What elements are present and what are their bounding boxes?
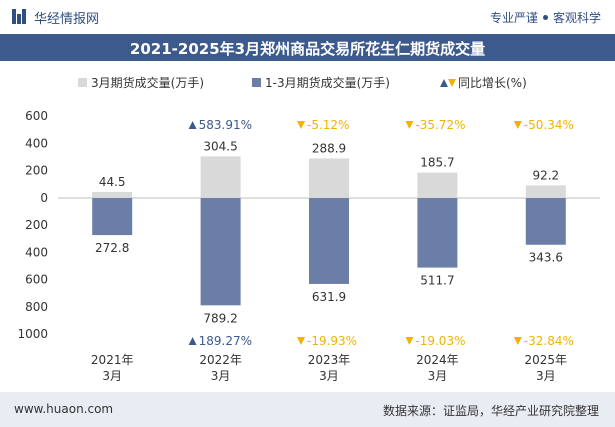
x-tick-label-year: 2024年 xyxy=(416,353,459,367)
chart-legend: 3月期货成交量(万手) 1-3月期货成交量(万手) 同比增长(%) xyxy=(0,74,615,94)
bar-chart: 600 400 200 0 200 400 600 800 1000 44.5 272.8 2021年… xyxy=(17,109,600,383)
x-tick-label-month: 3月 xyxy=(211,369,231,383)
growth-cumulative-up-triangle-icon xyxy=(188,337,197,345)
down-triangle-icon xyxy=(448,78,456,87)
bar-monthly xyxy=(417,172,458,198)
y-tick-label: 600 xyxy=(25,109,48,123)
y-tick-label: 1000 xyxy=(17,327,48,341)
y-tick-label: 400 xyxy=(25,136,48,150)
logo-icon xyxy=(12,9,26,24)
growth-monthly-down-triangle-icon xyxy=(405,121,414,129)
y-tick-label: 600 xyxy=(25,273,48,287)
growth-cumulative-label: -19.03% xyxy=(415,334,465,348)
data-label-monthly: 185.7 xyxy=(420,156,454,170)
growth-cumulative-down-triangle-icon xyxy=(297,337,305,345)
data-label-cumulative: 631.9 xyxy=(312,290,346,304)
data-source: 数据来源：证监局，华经产业研究院整理 xyxy=(382,404,599,418)
y-tick-label: 400 xyxy=(25,245,48,259)
bar-cumulative xyxy=(92,198,133,236)
data-label-monthly: 44.5 xyxy=(99,175,126,189)
x-tick-label-year: 2025年 xyxy=(525,353,568,367)
chart-title: 2021-2025年3月郑州商品交易所花生仁期货成交量 xyxy=(129,40,486,58)
slogan-right: 客观科学 xyxy=(552,11,601,25)
y-tick-label: 200 xyxy=(25,164,48,178)
bullet-dot-icon xyxy=(542,15,548,20)
bar-cumulative xyxy=(525,198,566,245)
data-label-cumulative: 272.8 xyxy=(95,241,129,255)
slogan: 专业严谨 客观科学 xyxy=(490,9,601,26)
up-triangle-icon xyxy=(440,78,448,87)
bar-monthly xyxy=(92,191,133,198)
growth-monthly-label: -50.34% xyxy=(524,118,574,132)
logo-text: 华经情报网 xyxy=(34,12,100,27)
x-tick-label-year: 2021年 xyxy=(91,353,134,367)
legend-label-growth: 同比增长(%) xyxy=(458,76,527,90)
legend-item-monthly: 3月期货成交量(万手) xyxy=(78,74,204,91)
growth-monthly-label: -35.72% xyxy=(415,118,465,132)
x-tick-label-month: 3月 xyxy=(102,369,122,383)
growth-monthly-up-triangle-icon xyxy=(188,121,197,129)
site-url: www.huaon.com xyxy=(14,402,114,416)
growth-monthly-down-triangle-icon xyxy=(297,121,305,129)
title-bar: 2021-2025年3月郑州商品交易所花生仁期货成交量 xyxy=(0,34,615,61)
data-label-cumulative: 511.7 xyxy=(420,274,454,288)
bar-monthly xyxy=(200,156,241,198)
bar-monthly xyxy=(309,158,349,198)
data-label-monthly: 288.9 xyxy=(312,142,346,156)
data-label-monthly: 92.2 xyxy=(532,168,559,182)
y-tick-label: 0 xyxy=(40,191,48,205)
growth-cumulative-label: -19.93% xyxy=(307,334,357,348)
legend-swatch-cumulative xyxy=(252,78,261,87)
x-tick-label-month: 3月 xyxy=(536,369,556,383)
x-tick-label-year: 2022年 xyxy=(199,353,242,367)
x-tick-label-month: 3月 xyxy=(319,369,339,383)
data-label-monthly: 304.5 xyxy=(203,139,237,153)
growth-monthly-label: 583.91% xyxy=(199,118,252,132)
top-bar: 华经情报网 专业严谨 客观科学 xyxy=(0,0,615,34)
growth-cumulative-label: -32.84% xyxy=(524,334,574,348)
slogan-left: 专业严谨 xyxy=(489,11,538,25)
growth-monthly-down-triangle-icon xyxy=(513,121,522,129)
legend-label-monthly: 3月期货成交量(万手) xyxy=(91,76,204,90)
data-label-cumulative: 789.2 xyxy=(203,311,237,325)
legend-item-growth: 同比增长(%) xyxy=(440,74,527,91)
footer: www.huaon.com 数据来源：证监局，华经产业研究院整理 xyxy=(0,392,615,427)
growth-cumulative-down-triangle-icon xyxy=(405,337,414,345)
growth-cumulative-down-triangle-icon xyxy=(513,337,522,345)
legend-swatch-monthly xyxy=(78,78,87,87)
y-tick-label: 800 xyxy=(25,300,48,314)
growth-monthly-label: -5.12% xyxy=(307,118,349,132)
legend-label-cumulative: 1-3月期货成交量(万手) xyxy=(265,76,390,90)
growth-cumulative-label: 189.27% xyxy=(199,334,252,348)
bar-cumulative xyxy=(309,198,349,284)
data-label-cumulative: 343.6 xyxy=(529,251,563,265)
bar-cumulative xyxy=(200,198,241,306)
y-tick-label: 200 xyxy=(25,218,48,232)
bar-cumulative xyxy=(417,198,458,268)
bar-monthly xyxy=(525,185,566,198)
legend-item-cumulative: 1-3月期货成交量(万手) xyxy=(252,74,390,91)
x-tick-label-year: 2023年 xyxy=(308,353,351,367)
x-tick-label-month: 3月 xyxy=(428,369,448,383)
